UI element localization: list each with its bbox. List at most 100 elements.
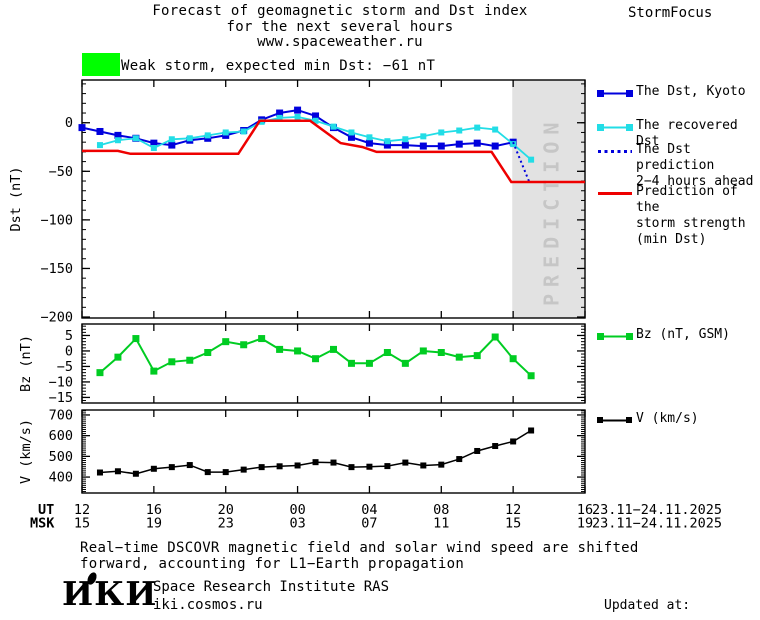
ut-tick-label: 08: [433, 502, 449, 518]
data-point: [383, 141, 391, 149]
data-point: [438, 129, 445, 136]
y-tick-label: −50: [49, 164, 73, 180]
institute-url[interactable]: iki.cosmos.ru: [153, 597, 263, 613]
date-range-ut: 23.11−24.11.2025: [592, 502, 722, 518]
data-point: [294, 462, 301, 469]
data-point: [312, 459, 319, 466]
ut-tick-label: 16: [146, 502, 162, 518]
data-point: [114, 353, 122, 361]
legend-item-recovered-dst: The recovered Dst: [597, 118, 760, 150]
legend-item-v: V (km/s): [597, 411, 699, 427]
data-point: [474, 447, 481, 454]
ut-row-label: UT: [38, 502, 54, 518]
data-point: [456, 127, 463, 134]
data-point: [150, 367, 158, 375]
data-point: [132, 335, 140, 343]
data-point: [383, 349, 391, 357]
data-point: [474, 124, 481, 131]
data-point: [186, 462, 193, 469]
data-point: [114, 468, 121, 475]
storm-level-swatch: [82, 53, 120, 76]
data-point: [455, 353, 463, 361]
y-axis-label: Dst (nT): [8, 166, 24, 231]
data-point: [402, 136, 409, 143]
data-point: [222, 469, 229, 476]
data-point: [150, 145, 157, 151]
updated-at-block: Updated at: UT 12:05, 24.11.2025 MSK 15:…: [604, 568, 760, 620]
y-tick-label: 700: [49, 407, 73, 423]
date-range-msk: 23.11−24.11.2025: [592, 516, 722, 532]
brand-label: StormFocus: [628, 5, 713, 21]
footer-note-line-2: forward, accounting for L1−Earth propaga…: [80, 556, 465, 572]
data-point: [96, 127, 104, 135]
data-point: [168, 136, 175, 143]
data-point: [456, 456, 463, 463]
y-axis-label: V (km/s): [18, 419, 34, 484]
msk-tick-label: 15: [505, 516, 521, 532]
data-point: [294, 347, 302, 355]
data-point: [204, 349, 212, 357]
data-point: [294, 113, 301, 120]
data-point: [365, 139, 373, 147]
dst-kyoto-legend-marker: [597, 90, 633, 97]
data-point: [186, 356, 194, 364]
data-point: [240, 466, 247, 473]
dst-prediction-legend-marker: [598, 150, 632, 153]
credits-block: Space Research Institute RAS iki.cosmos.…: [153, 578, 389, 614]
data-point: [258, 335, 266, 343]
bz-legend-marker: [597, 333, 633, 340]
data-point: [509, 355, 517, 363]
recovered-dst-legend-marker: [597, 124, 633, 131]
data-point: [527, 372, 535, 380]
legend-label: V (km/s): [636, 411, 699, 426]
data-point: [401, 359, 409, 367]
legend-label: The Dst prediction 2−4 hours ahead: [636, 142, 754, 189]
v-series: [99, 429, 532, 475]
data-point: [419, 142, 427, 150]
data-point: [294, 106, 302, 114]
data-point: [528, 427, 535, 434]
storm-alert-text: Weak storm, expected min Dst: −61 nT: [121, 58, 436, 74]
data-point: [528, 156, 535, 163]
ut-tick-label: 12: [74, 502, 90, 518]
y-tick-label: −5: [57, 359, 73, 375]
site-url[interactable]: www.spaceweather.ru: [257, 34, 423, 50]
y-tick-label: 600: [49, 428, 73, 444]
data-point: [276, 463, 283, 470]
data-point: [276, 109, 284, 117]
msk-tick-label: 23: [218, 516, 234, 532]
data-point: [330, 459, 337, 466]
data-point: [222, 338, 230, 346]
data-point: [473, 139, 481, 147]
data-point: [312, 355, 320, 363]
data-point: [132, 135, 139, 142]
data-point: [473, 352, 481, 360]
data-point: [348, 129, 355, 136]
msk-tick-label: 19: [146, 516, 162, 532]
msk-tick-label: 19: [577, 516, 593, 532]
legend-item-bz: Bz (nT, GSM): [597, 327, 730, 343]
data-point: [150, 465, 157, 472]
legend-label: The Dst, Kyoto: [636, 84, 746, 99]
data-point: [168, 464, 175, 471]
y-tick-label: 0: [65, 343, 73, 359]
data-point: [330, 123, 337, 130]
data-point: [401, 141, 409, 149]
data-point: [437, 349, 445, 357]
ut-tick-label: 12: [505, 502, 521, 518]
y-tick-label: −15: [49, 390, 73, 406]
data-point: [491, 333, 499, 341]
prediction-band: [512, 80, 585, 318]
ut-tick-label: 16: [577, 502, 593, 518]
prediction-band-label: PREDICTION: [540, 116, 564, 306]
y-tick-label: 500: [49, 449, 73, 465]
updated-at-title: Updated at:: [604, 598, 691, 613]
data-point: [204, 132, 211, 139]
data-point: [438, 461, 445, 468]
data-point: [96, 469, 103, 476]
data-point: [419, 347, 427, 355]
data-point: [114, 137, 121, 144]
iki-logo: ИКИ: [62, 574, 158, 613]
